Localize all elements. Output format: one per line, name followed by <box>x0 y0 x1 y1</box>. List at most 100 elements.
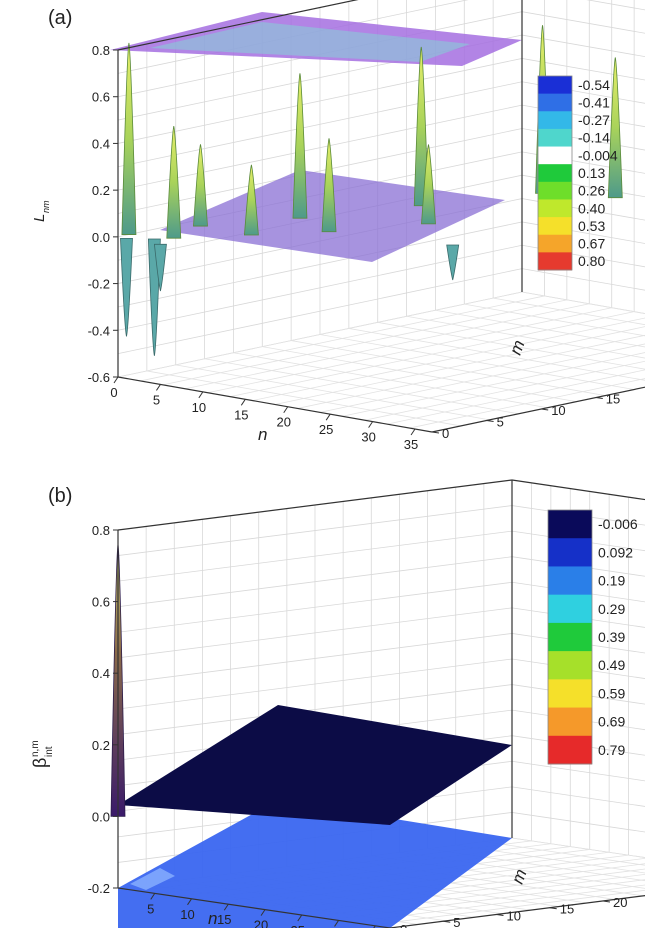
panel-a-top-projection-band <box>150 22 470 62</box>
z-tick-label: 0.4 <box>92 666 110 681</box>
panel-a-colorbar: -0.54-0.41 -0.27 -0.14-0.004 0.13 0.260.40 0.… <box>537 75 618 271</box>
x-tick-label: 5 <box>153 392 160 407</box>
colorbar-swatch <box>538 252 572 271</box>
x-tick <box>223 903 229 911</box>
colorbar-swatch <box>538 111 572 130</box>
panel-b-bottom-projection-light <box>130 868 175 890</box>
x-tick-label: 20 <box>276 415 290 430</box>
x-tick-label: 10 <box>180 907 194 922</box>
x-tick <box>260 909 266 916</box>
gridline-floor-n <box>351 884 645 923</box>
colorbar-swatch <box>548 538 592 567</box>
x-tick-label: 5 <box>147 901 154 916</box>
colorbar-swatch <box>538 199 572 218</box>
x-tick <box>297 914 303 922</box>
colorbar-label: -0.54 <box>578 77 610 93</box>
colorbar-swatch <box>548 594 592 624</box>
y-tick <box>595 397 603 400</box>
panel-b-xlabel: n <box>208 909 217 928</box>
colorbar-label: -0.004 <box>578 147 618 163</box>
surface-dip <box>120 237 133 337</box>
gridline-floor-m <box>348 328 645 381</box>
colorbar-label: 0.59 <box>598 685 625 701</box>
y-tick <box>549 907 557 910</box>
gridline-floor-n <box>370 889 645 926</box>
frame-edge <box>511 479 645 501</box>
colorbar-swatch <box>538 146 572 165</box>
surface-peak <box>243 164 259 236</box>
surface-peak <box>321 138 337 233</box>
y-tick-label: 0 <box>442 426 449 441</box>
colorbar-swatch <box>538 128 572 148</box>
colorbar-swatch <box>538 234 572 253</box>
x-tick-label: 10 <box>192 400 206 415</box>
panel-a-zlabel-group: L nm <box>31 200 51 222</box>
gridline-floor-n <box>342 352 645 417</box>
panel-b-zlabel-sup: n,m <box>30 740 41 757</box>
panel-a-xlabel: n <box>258 425 267 444</box>
x-tick-label: 35 <box>404 437 418 452</box>
x-tick <box>187 898 192 906</box>
colorbar-label: -0.41 <box>578 94 610 110</box>
y-tick <box>443 920 451 923</box>
z-tick-label: 0.6 <box>92 595 110 610</box>
z-tick-label: 0.4 <box>92 136 110 151</box>
colorbar-swatch <box>548 707 592 737</box>
panel-b: -0.20.00.20.40.60.8510152025303505101520… <box>30 479 645 933</box>
panel-a-ticks: -0.6-0.4-0.20.00.20.40.60.80 5 10 15 20 25 30 3… <box>88 43 621 452</box>
colorbar-border <box>537 75 573 271</box>
y-tick-label: 10 <box>551 403 565 418</box>
x-tick <box>150 893 156 900</box>
x-tick-label: 0 <box>110 385 117 400</box>
colorbar-label: -0.14 <box>578 130 610 146</box>
panel-b-surface <box>118 705 512 825</box>
z-tick-label: -0.2 <box>88 277 110 292</box>
surface-peak <box>421 144 436 225</box>
colorbar-swatch <box>538 181 572 200</box>
y-tick <box>431 431 440 434</box>
surface-peak <box>193 144 208 227</box>
z-tick-label: 0.6 <box>92 90 110 105</box>
x-tick-label: 25 <box>319 422 333 437</box>
colorbar-label: 0.67 <box>578 236 605 252</box>
gridline-floor-n <box>387 369 645 425</box>
x-tick <box>283 406 289 414</box>
colorbar-label: 0.79 <box>598 742 625 758</box>
colorbar-label: -0.006 <box>598 516 638 532</box>
surface-peak <box>292 73 308 219</box>
colorbar-border <box>547 509 593 765</box>
colorbar-label: 0.39 <box>598 629 625 645</box>
colorbar-label: 0.19 <box>598 573 625 589</box>
x-tick-label: 15 <box>234 407 248 422</box>
surface-peak <box>607 57 623 199</box>
panel-a: -0.6-0.4-0.20.00.20.40.60.80 5 10 15 20 25 30 3… <box>31 0 645 452</box>
x-tick <box>410 428 416 436</box>
gridline-floor-n <box>319 343 645 413</box>
gridline-floor-m <box>483 841 645 866</box>
z-tick-label: 0.2 <box>92 183 110 198</box>
surface-peak <box>121 42 137 235</box>
colorbar-swatch <box>548 735 592 765</box>
colorbar-label: 0.49 <box>598 657 625 673</box>
frame-edge <box>431 386 645 433</box>
frame-edge <box>117 376 433 433</box>
colorbar-label: 0.29 <box>598 601 625 617</box>
frame-edge <box>117 479 513 531</box>
surface-dip <box>153 243 167 292</box>
panel-a-zlabel-sub: nm <box>41 200 51 213</box>
gridline-floor-m <box>435 309 645 348</box>
colorbar-swatch <box>548 566 592 596</box>
gridline-floor-n <box>297 334 645 409</box>
x-tick-label: 30 <box>361 430 375 445</box>
frame-edge <box>117 887 391 929</box>
x-tick <box>156 384 161 391</box>
colorbar-label: 0.69 <box>598 714 625 730</box>
z-tick-label: -0.4 <box>88 323 110 338</box>
z-tick-label: -0.2 <box>88 881 110 896</box>
gridline-floor-m <box>521 291 645 314</box>
z-tick-label: 0.2 <box>92 738 110 753</box>
panel-b-ticks: -0.20.00.20.40.60.8510152025303505101520… <box>88 523 628 933</box>
panel-a-frame <box>117 0 645 433</box>
panel-b-zlabel-sub: int <box>44 746 55 757</box>
